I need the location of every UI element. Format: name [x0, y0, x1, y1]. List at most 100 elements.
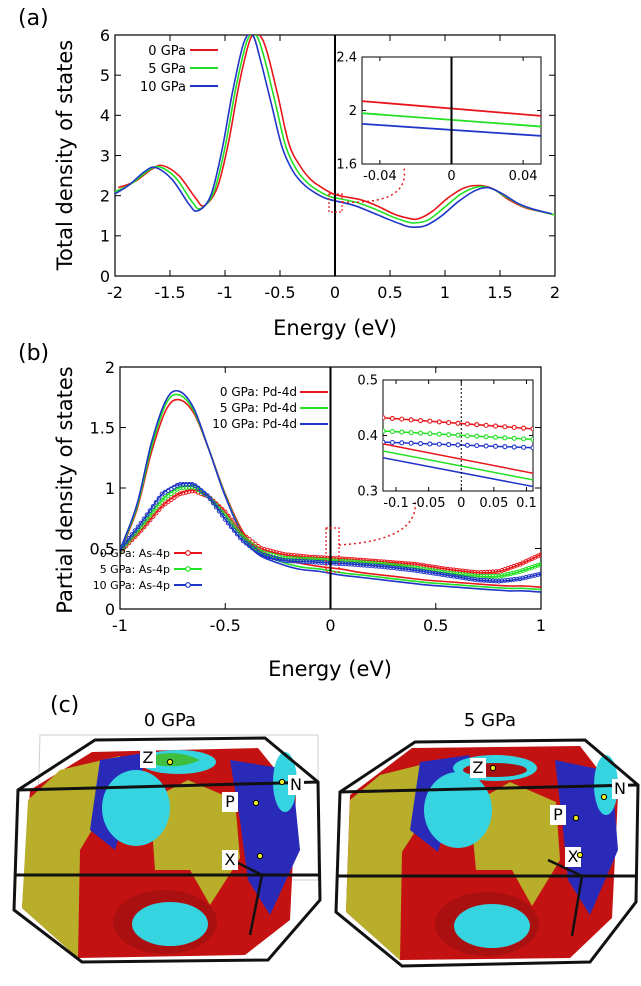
panel-b-marker	[394, 565, 400, 571]
panel-b-marker	[310, 559, 315, 565]
panel-b-legend-marker	[185, 566, 191, 572]
panel-b-marker	[153, 499, 159, 505]
symmetry-point-label: Z	[473, 758, 484, 777]
panel-b-marker	[421, 569, 427, 575]
panel-b-marker	[243, 534, 249, 540]
panel-b-inset-marker	[408, 417, 414, 423]
panel-b-marker	[316, 559, 321, 565]
panel-b-marker	[298, 558, 303, 564]
panel-b-inset-marker	[417, 430, 424, 436]
panel-b-marker	[406, 567, 412, 572]
panel-b-marker	[141, 516, 147, 522]
panel-a-ylabel: Total density of states	[53, 40, 77, 271]
panel-a-inset-xtick-label: 0.04	[509, 169, 538, 184]
panel-b-zoom-box	[325, 527, 340, 573]
panel-b-inset-marker	[408, 440, 414, 446]
panel-b-marker	[463, 575, 469, 581]
panel-a-xtick-label: -1.5	[154, 283, 185, 302]
panel-b-inset-marker	[427, 441, 433, 447]
panel-b-inset-marker	[383, 428, 386, 434]
panel-b-marker	[454, 571, 460, 577]
panel-b-marker	[249, 539, 255, 545]
panel-b-marker	[514, 569, 520, 575]
panel-b-marker	[286, 555, 291, 561]
symmetry-point-dot	[572, 814, 580, 822]
panel-b-marker	[496, 578, 502, 584]
panel-b-marker	[147, 517, 153, 523]
panel-b-marker	[204, 493, 210, 498]
panel-b-inset-marker	[464, 442, 470, 448]
panel-b-marker	[460, 572, 466, 578]
panel-b-marker	[391, 560, 397, 566]
panel-b-inset-marker	[399, 429, 405, 435]
panel-a-series-line-2	[115, 35, 552, 229]
panel-b-marker	[454, 574, 460, 580]
panel-b-marker	[213, 504, 219, 510]
symmetry-label-bg	[222, 850, 238, 870]
panel-a-legend-label: 10 GPa	[140, 80, 186, 95]
panel-a-inset-ytick-label: 2	[349, 104, 357, 119]
panel-b-marker	[535, 572, 541, 578]
panel-b-marker	[523, 574, 529, 580]
panel-b-marker	[403, 566, 409, 572]
panel-b-marker	[237, 535, 243, 541]
panel-b-marker	[355, 562, 360, 568]
panel-b-marker	[322, 560, 327, 566]
fermi-surface-5gpa	[334, 738, 640, 968]
panel-b-marker	[520, 575, 526, 581]
panel-b-marker	[340, 561, 345, 567]
panel-b-marker	[478, 577, 484, 583]
panel-b-marker	[352, 562, 357, 567]
panel-b-marker	[243, 540, 249, 546]
panel-b-marker	[490, 578, 496, 584]
panel-b-marker	[487, 578, 493, 584]
panel-a-inset-xtick-label: 0	[447, 169, 455, 184]
panel-b-inset-marker	[521, 436, 527, 442]
panel-b-marker	[493, 569, 499, 575]
symmetry-label-bg	[550, 805, 566, 825]
panel-b-marker	[135, 524, 141, 530]
panel-a-ytick-label: 1	[100, 227, 110, 246]
panel-b-legend-label: 0 GPa: Pd-4d	[220, 385, 297, 399]
panel-b-marker	[496, 573, 502, 579]
panel-b-marker	[514, 576, 520, 582]
panel-b-marker	[180, 485, 186, 491]
panel-b-inset-marker	[427, 431, 433, 437]
panel-b-marker	[219, 512, 225, 518]
panel-b-inset-marker	[464, 433, 470, 439]
panel-b-marker	[144, 512, 150, 518]
symmetry-point-label: P	[553, 805, 563, 824]
symmetry-label-bg	[470, 758, 486, 778]
symmetry-point-dot	[600, 793, 608, 801]
panel-b-marker	[460, 575, 466, 581]
panel-b-marker	[463, 572, 469, 578]
panel-a-ytick-label: 2	[100, 186, 110, 205]
panel-b-marker	[255, 547, 261, 553]
panel-b-marker	[376, 563, 382, 569]
panel-b-inset-marker	[483, 422, 489, 428]
panel-b-xtick-label: -1	[112, 616, 128, 635]
panel-a-xtick-label: 0.5	[377, 283, 402, 302]
panel-b-marker	[228, 524, 234, 530]
panel-b-inset-xtick-label: 0.05	[479, 496, 508, 511]
panel-b-marker	[472, 577, 478, 582]
panel-b-marker	[246, 543, 252, 548]
panel-b-marker	[508, 577, 514, 583]
symmetry-label-bg	[288, 775, 304, 795]
panel-b-marker	[457, 571, 463, 577]
panel-b-inset-marker	[474, 443, 480, 449]
panel-b-marker	[532, 572, 538, 578]
panel-b-marker	[307, 559, 312, 565]
panel-b-inset-marker	[455, 442, 461, 448]
panel-b-inset-marker	[389, 415, 395, 421]
panel-b-ytick-label: 0	[105, 600, 115, 619]
panel-b-legend-label: 5 GPa: As-4p	[100, 563, 170, 576]
panel-b-marker	[538, 571, 541, 577]
panel-b-marker	[138, 520, 144, 526]
panel-b-marker	[295, 556, 300, 562]
panel-b-marker	[270, 555, 276, 561]
panel-b-series-line-2	[120, 389, 541, 593]
panel-b-inset-marker	[492, 423, 499, 429]
panel-b-inset-ytick-label: 0.5	[357, 374, 378, 389]
